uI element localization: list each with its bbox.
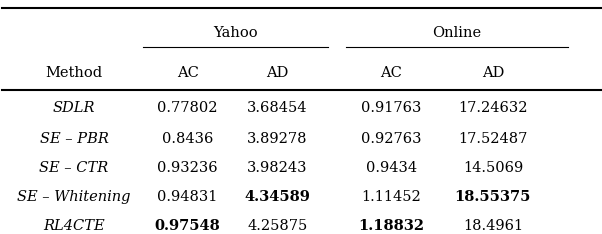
Text: RL4CTE: RL4CTE xyxy=(43,219,105,233)
Text: 17.52487: 17.52487 xyxy=(458,132,527,146)
Text: 0.77802: 0.77802 xyxy=(158,101,218,115)
Text: Online: Online xyxy=(432,26,482,40)
Text: SE – CTR: SE – CTR xyxy=(39,161,108,175)
Text: AC: AC xyxy=(380,66,402,80)
Text: 18.4961: 18.4961 xyxy=(463,219,523,233)
Text: 0.9434: 0.9434 xyxy=(365,161,417,175)
Text: 4.34589: 4.34589 xyxy=(244,190,311,204)
Text: AD: AD xyxy=(266,66,288,80)
Text: 17.24632: 17.24632 xyxy=(458,101,527,115)
Text: 3.89278: 3.89278 xyxy=(247,132,308,146)
Text: SDLR: SDLR xyxy=(53,101,95,115)
Text: 1.11452: 1.11452 xyxy=(361,190,421,204)
Text: 14.5069: 14.5069 xyxy=(463,161,523,175)
Text: AC: AC xyxy=(177,66,199,80)
Text: 0.92763: 0.92763 xyxy=(361,132,421,146)
Text: 18.55375: 18.55375 xyxy=(455,190,531,204)
Text: AD: AD xyxy=(482,66,504,80)
Text: Method: Method xyxy=(45,66,102,80)
Text: 0.91763: 0.91763 xyxy=(361,101,421,115)
Text: 3.98243: 3.98243 xyxy=(247,161,308,175)
Text: Yahoo: Yahoo xyxy=(213,26,258,40)
Text: 0.94831: 0.94831 xyxy=(158,190,218,204)
Text: SE – Whitening: SE – Whitening xyxy=(17,190,131,204)
Text: 3.68454: 3.68454 xyxy=(247,101,308,115)
Text: 1.18832: 1.18832 xyxy=(358,219,424,233)
Text: SE – PBR: SE – PBR xyxy=(40,132,108,146)
Text: 0.93236: 0.93236 xyxy=(157,161,218,175)
Text: 4.25875: 4.25875 xyxy=(247,219,308,233)
Text: 0.97548: 0.97548 xyxy=(155,219,220,233)
Text: 0.8436: 0.8436 xyxy=(162,132,213,146)
